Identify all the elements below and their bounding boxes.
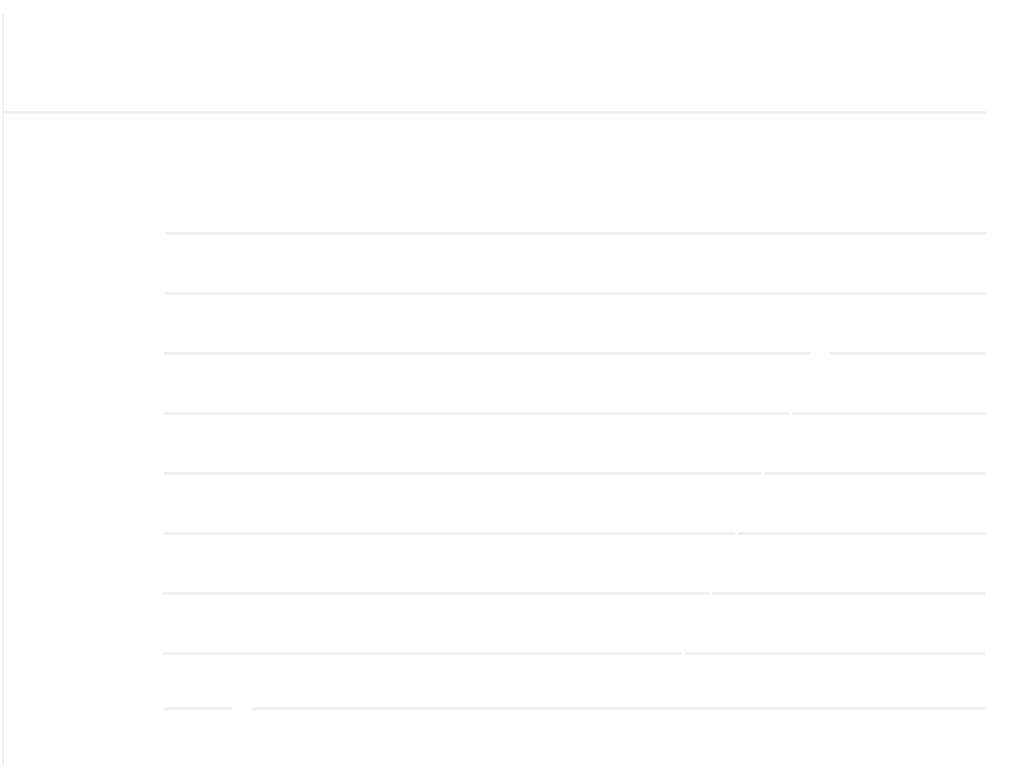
list-item[interactable] [164, 295, 986, 355]
row-divider [685, 652, 985, 655]
header-divider [4, 111, 986, 114]
row-divider [165, 292, 986, 295]
row-divider [738, 532, 986, 535]
row-divider [164, 412, 789, 415]
row-divider [164, 352, 811, 355]
row-divider [765, 472, 986, 475]
list-item[interactable] [164, 650, 986, 710]
list-item[interactable] [165, 235, 986, 295]
list-item[interactable] [163, 535, 985, 595]
row-divider [163, 592, 709, 595]
row-divider [163, 652, 682, 655]
list-item[interactable] [164, 355, 986, 415]
row-divider [165, 232, 987, 235]
row-divider [164, 472, 762, 475]
row-divider [252, 707, 986, 710]
row-divider [712, 592, 985, 595]
list-item[interactable] [164, 415, 986, 475]
row-divider [164, 707, 232, 710]
row-divider [792, 412, 986, 415]
row-divider [164, 532, 735, 535]
row-divider [829, 352, 986, 355]
list-item[interactable] [163, 595, 985, 655]
window-left-border [2, 14, 4, 766]
list-item[interactable] [165, 175, 987, 235]
list-item[interactable] [164, 475, 986, 535]
